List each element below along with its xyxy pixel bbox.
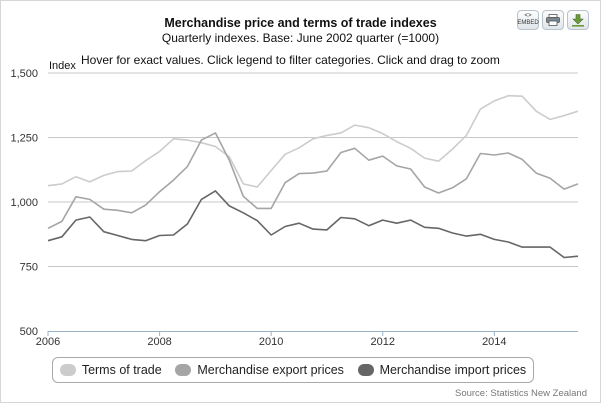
chart-toolbar: <> EMBED: [517, 10, 589, 30]
print-button[interactable]: [542, 10, 564, 30]
series-line-terms-of-trade[interactable]: [47, 94, 579, 188]
embed-label: EMBED: [517, 20, 539, 26]
series-line-export-prices[interactable]: [47, 132, 579, 230]
legend-item-import-prices[interactable]: Merchandise import prices: [357, 363, 527, 377]
x-tick-label: 2006: [36, 336, 60, 348]
legend-label-export: Merchandise export prices: [197, 363, 344, 377]
source-note: Source: Statistics New Zealand: [454, 388, 587, 399]
chart-subtitle: Quarterly indexes. Base: June 2002 quart…: [161, 31, 440, 45]
x-tick-label: 2010: [259, 336, 283, 348]
y-tick-label: 1,250: [10, 133, 38, 145]
legend-swatch-import: [357, 364, 374, 376]
chart-legend: Terms of trade Merchandise export prices…: [52, 357, 534, 383]
y-tick-label: 1,500: [10, 68, 38, 80]
legend-label-terms: Terms of trade: [81, 363, 162, 377]
legend-item-terms-of-trade[interactable]: Terms of trade: [59, 363, 162, 377]
legend-label-import: Merchandise import prices: [379, 363, 527, 377]
y-tick-label: 500: [20, 326, 38, 338]
embed-icon: <>: [524, 13, 532, 19]
legend-swatch-terms: [59, 364, 76, 376]
download-icon: [572, 13, 584, 27]
x-tick-label: 2012: [370, 336, 394, 348]
y-tick-label: 750: [20, 262, 38, 274]
x-tick-label: 2014: [482, 336, 506, 348]
legend-item-export-prices[interactable]: Merchandise export prices: [175, 363, 344, 377]
chart-title: Merchandise price and terms of trade ind…: [164, 16, 437, 30]
y-axis-label: Index: [49, 60, 76, 72]
legend-swatch-export: [175, 364, 192, 376]
chart-hint: Hover for exact values. Click legend to …: [81, 53, 500, 67]
download-button[interactable]: [567, 10, 589, 30]
y-tick-label: 1,000: [10, 197, 38, 209]
embed-button[interactable]: <> EMBED: [517, 10, 539, 30]
series-line-import-prices[interactable]: [47, 190, 579, 259]
x-tick-label: 2008: [147, 336, 171, 348]
printer-icon: [546, 14, 560, 26]
